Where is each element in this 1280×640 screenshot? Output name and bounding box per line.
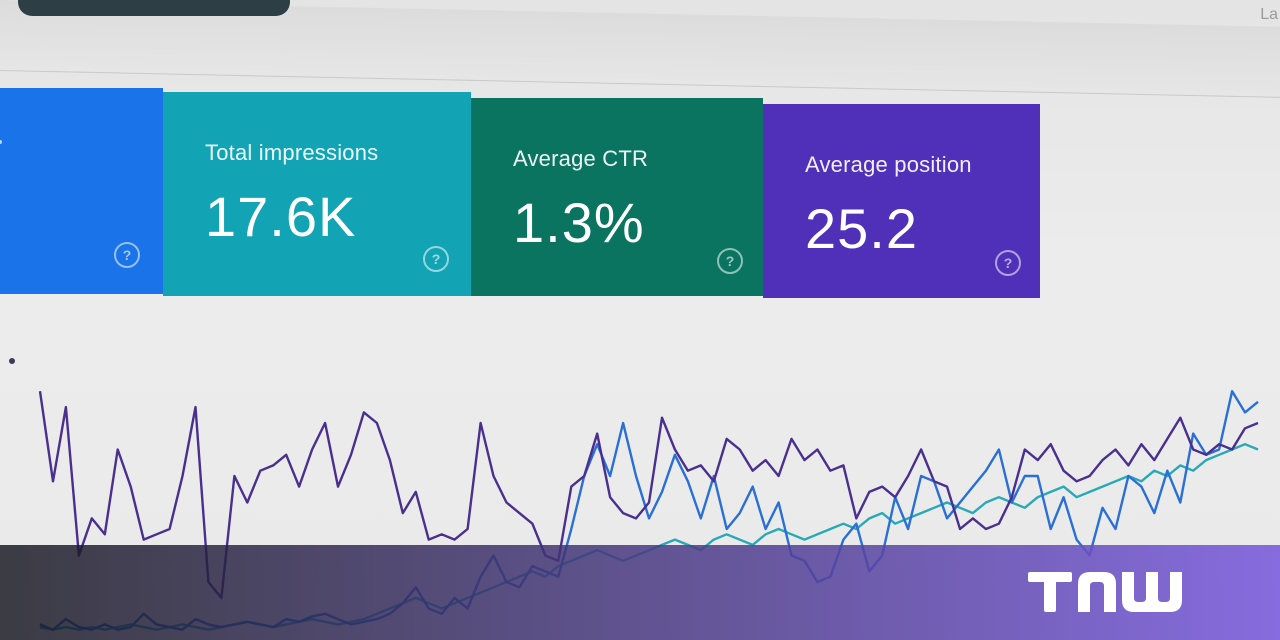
help-icon[interactable]: ? <box>423 246 449 272</box>
toolbar-corner-text: La <box>1260 6 1278 23</box>
metric-card-label: Total impressions <box>205 140 379 165</box>
metric-card-average-position[interactable]: Average position 25.2 ? <box>763 104 1040 298</box>
metric-card-value: 1.3% <box>513 191 645 254</box>
metric-card-average-ctr[interactable]: Average CTR 1.3% ? <box>471 98 763 296</box>
help-icon[interactable]: ? <box>114 242 140 268</box>
metric-card-value: 17.6K <box>205 185 357 248</box>
metric-card-label: Average CTR <box>513 146 649 171</box>
chart-series-line <box>38 391 1259 600</box>
help-icon[interactable]: ? <box>995 250 1021 276</box>
toolbar-button[interactable] <box>18 0 290 16</box>
tnw-logo <box>1028 570 1198 619</box>
metric-card-clicks[interactable]: ? <box>0 88 163 294</box>
help-icon[interactable]: ? <box>717 248 743 274</box>
brand-banner <box>0 545 1280 640</box>
metric-cards: ? Total impressions 17.6K ? Average CTR … <box>0 88 1040 298</box>
chart-marker-dot <box>9 358 15 364</box>
tnw-logo-icon <box>1028 572 1182 612</box>
metric-card-value: 25.2 <box>805 197 918 260</box>
metric-card-total-impressions[interactable]: Total impressions 17.6K ? <box>163 92 471 296</box>
card-edge-mark <box>0 140 2 144</box>
metric-card-label: Average position <box>805 152 972 177</box>
